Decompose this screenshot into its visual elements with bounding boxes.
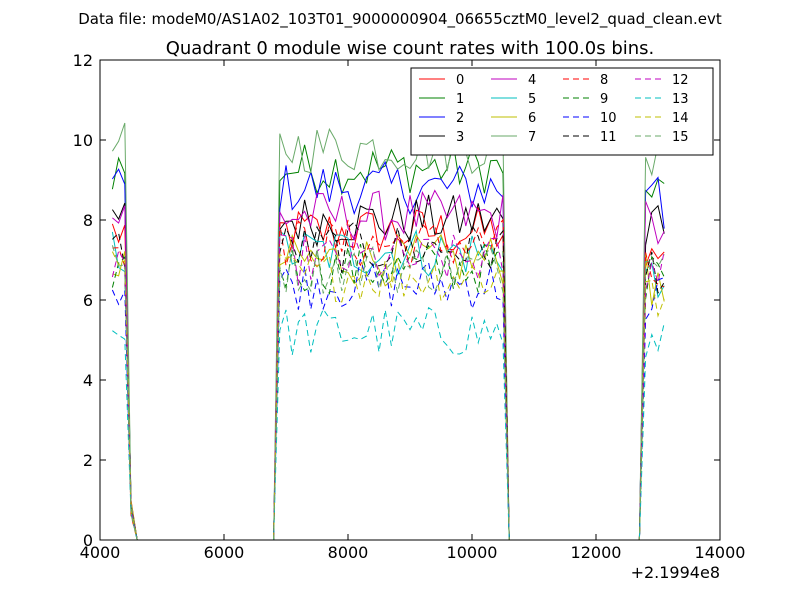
legend-label-10: 10 bbox=[600, 111, 617, 126]
y-tick-label: 6 bbox=[83, 291, 93, 310]
series-line-8 bbox=[112, 218, 665, 541]
series-line-11 bbox=[112, 221, 665, 541]
x-tick-label: 12000 bbox=[571, 543, 622, 562]
legend-box bbox=[410, 67, 714, 156]
series-group bbox=[111, 122, 665, 541]
x-offset-label: +2.1994e8 bbox=[631, 563, 720, 582]
legend-label-2: 2 bbox=[456, 111, 464, 126]
series-line-5 bbox=[111, 229, 665, 541]
series-line-13 bbox=[112, 306, 665, 541]
legend-label-5: 5 bbox=[528, 92, 536, 107]
series-line-1 bbox=[111, 144, 665, 541]
chart-title: Quadrant 0 module wise count rates with … bbox=[166, 38, 655, 59]
legend-label-9: 9 bbox=[600, 92, 608, 107]
x-tick-label: 6000 bbox=[204, 543, 245, 562]
series-line-7 bbox=[111, 122, 665, 541]
legend-label-12: 12 bbox=[672, 73, 689, 88]
y-tick-label: 8 bbox=[83, 211, 93, 230]
y-tick-label: 12 bbox=[73, 51, 93, 70]
series-line-6 bbox=[112, 233, 665, 541]
y-tick-label: 10 bbox=[73, 131, 93, 150]
legend-label-14: 14 bbox=[672, 111, 689, 126]
legend-label-15: 15 bbox=[672, 130, 689, 145]
series-line-4 bbox=[112, 189, 665, 541]
legend-label-11: 11 bbox=[600, 130, 617, 145]
legend-label-13: 13 bbox=[672, 92, 689, 107]
y-tick-label: 2 bbox=[83, 451, 93, 470]
legend-label-3: 3 bbox=[456, 130, 464, 145]
chart-suptitle: Data file: modeM0/AS1A02_103T01_90000009… bbox=[78, 10, 722, 29]
y-tick-label: 0 bbox=[83, 531, 93, 550]
x-tick-label: 14000 bbox=[695, 543, 746, 562]
legend-label-8: 8 bbox=[600, 73, 608, 88]
series-line-15 bbox=[111, 245, 665, 541]
series-line-2 bbox=[111, 160, 665, 541]
y-tick-label: 4 bbox=[83, 371, 93, 390]
legend-label-0: 0 bbox=[456, 73, 464, 88]
x-tick-label: 8000 bbox=[328, 543, 369, 562]
legend-label-1: 1 bbox=[456, 92, 464, 107]
series-line-14 bbox=[111, 251, 665, 541]
x-tick-label: 4000 bbox=[80, 543, 121, 562]
series-line-12 bbox=[111, 233, 665, 541]
series-line-10 bbox=[111, 259, 665, 541]
legend-label-6: 6 bbox=[528, 111, 536, 126]
legend-label-7: 7 bbox=[528, 130, 536, 145]
legend-label-4: 4 bbox=[528, 73, 536, 88]
x-tick-label: 10000 bbox=[447, 543, 498, 562]
series-line-3 bbox=[111, 194, 665, 541]
